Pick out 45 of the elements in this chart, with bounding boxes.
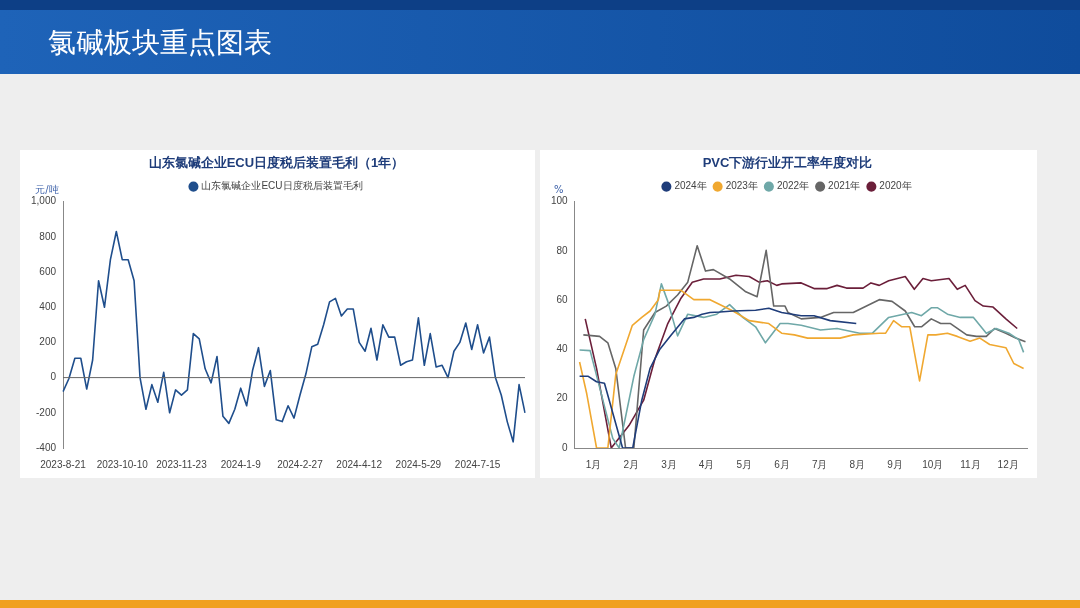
x-tick-label: 2024-7-15 [454,458,501,470]
y-tick-label: 400 [39,300,57,312]
x-tick-label: 2024-1-9 [220,458,262,470]
x-tick-label: 3月 [661,458,677,470]
y-tick-label: 40 [556,343,569,355]
y-tick-label: 1,000 [30,195,57,207]
x-tick-label: 5月 [736,458,753,470]
x-tick-label: 7月 [811,458,828,470]
y-tick-label: 100 [551,195,569,207]
y-tick-label: 200 [39,336,57,348]
x-tick-label: 2024-4-12 [336,458,383,470]
y-tick-label: 800 [39,230,57,242]
y-tick-label: 0 [50,371,57,383]
y-tick-label: -400 [36,441,57,453]
y-tick-label: -200 [36,406,57,418]
y-tick-label: 80 [556,244,569,256]
legend-label: 2023年 [725,180,758,192]
y-tick-label: 0 [562,441,569,453]
y-axis-title: % [553,184,564,196]
y-tick-label: 20 [556,392,569,404]
x-tick-label: 2023-10-10 [96,458,149,470]
x-tick-label: 2023-8-21 [40,458,87,470]
y-tick-label: 600 [39,265,57,277]
chart-title: 山东氯碱企业ECU日度税后装置毛利（1年） [148,155,405,171]
x-tick-label: 11月 [960,458,981,470]
x-tick-label: 10月 [922,458,944,470]
x-tick-label: 2024-2-27 [277,458,324,470]
legend-label: 2021年 [828,180,861,192]
header-banner: 氯碱板块重点图表 [0,10,1080,74]
y-tick-label: 60 [556,293,569,305]
legend-label: 2022年 [776,180,810,192]
legend-label: 2020年 [879,180,912,192]
x-tick-label: 6月 [774,458,790,470]
x-tick-label: 2月 [623,458,640,470]
y-axis-title: 元/吨 [35,184,59,196]
legend-label: 山东氯碱企业ECU日度税后装置毛利 [201,180,363,192]
x-tick-label: 9月 [887,458,903,470]
x-tick-label: 8月 [849,458,866,470]
legend-label: 2024年 [674,180,707,192]
x-tick-label: 4月 [698,458,715,470]
x-tick-label: 2024-5-29 [395,458,442,470]
x-tick-label: 1月 [585,458,602,470]
x-tick-label: 2023-11-23 [156,458,208,470]
x-tick-label: 12月 [997,458,1019,470]
chart-title: PVC下游行业开工率年度对比 [702,155,873,171]
